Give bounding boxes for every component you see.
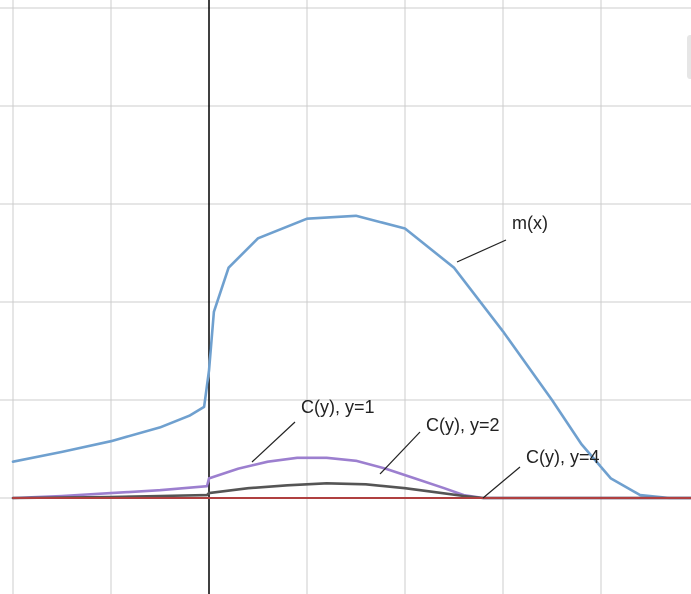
annotation-label-c2: C(y), y=2 (426, 415, 500, 435)
annotation-label-c4: C(y), y=4 (526, 447, 600, 467)
annotation-leader-c1 (251, 421, 296, 463)
annotation-leader-c2 (379, 431, 421, 475)
series-layer (11, 214, 691, 500)
annotation-leader-m (456, 239, 507, 263)
series-line-0 (11, 214, 691, 500)
annotation-label-m: m(x) (512, 213, 548, 233)
series-line-1 (11, 456, 691, 500)
annotation-layer: m(x) C(y), y=1 C(y), y=2 C(y), y=4 (251, 213, 600, 499)
series-line-2 (11, 482, 691, 500)
annotation-label-c1: C(y), y=1 (301, 397, 375, 417)
corner-handle[interactable] (687, 35, 691, 79)
annotation-leader-c4 (482, 466, 521, 499)
